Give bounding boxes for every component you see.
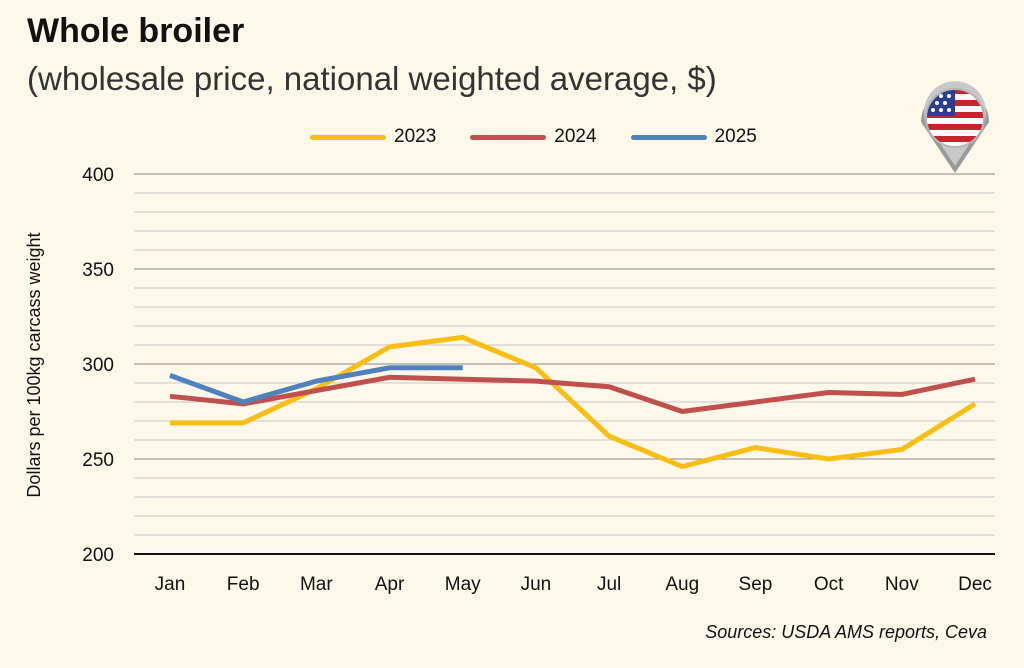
x-tick-label: May [445,574,481,595]
y-tick-labels: 200 250 300 350 400 [82,165,114,566]
x-tick-label: Mar [300,574,333,595]
x-tick-label: Oct [814,574,844,595]
x-tick-labels: Jan Feb Mar Apr May Jun Jul Aug Sep Oct Nov Dec [155,574,992,595]
legend-swatch-2023 [310,134,386,140]
x-tick-label: Jan [155,574,186,595]
us-flag-pin-icon [921,81,989,173]
legend-item-2024: 2024 [470,126,597,148]
x-tick-label: Jul [597,574,621,595]
x-tick-label: Dec [958,574,992,595]
y-tick-label: 300 [82,355,114,376]
legend-item-2023: 2023 [310,126,436,148]
legend-swatch-2024 [470,134,547,140]
legend-label-2024: 2024 [554,126,597,147]
chart-subtitle: (wholesale price, national weighted aver… [27,60,717,97]
x-tick-label: Apr [375,574,405,595]
legend: 2023 2024 2025 [310,126,791,148]
legend-item-2025: 2025 [630,126,757,148]
y-tick-label: 350 [82,260,114,281]
grid-lines [134,173,995,555]
y-axis-label: Dollars per 100kg carcass weight [24,232,44,497]
legend-swatch-2025 [630,134,707,140]
x-tick-label: Aug [665,574,699,595]
x-tick-label: Nov [885,574,919,595]
y-tick-label: 400 [82,165,114,186]
y-tick-label: 200 [82,545,114,566]
series-lines [169,334,977,470]
series-line-2024 [169,374,976,414]
y-tick-label: 250 [82,450,114,471]
source-note: Sources: USDA AMS reports, Ceva [705,622,987,642]
series-line-2025 [169,365,463,405]
chart-title: Whole broiler [27,12,245,50]
legend-label-2025: 2025 [714,126,757,147]
x-tick-label: Feb [227,574,260,595]
legend-label-2023: 2023 [394,126,437,147]
x-tick-label: Sep [739,574,773,595]
x-tick-label: Jun [521,574,552,595]
